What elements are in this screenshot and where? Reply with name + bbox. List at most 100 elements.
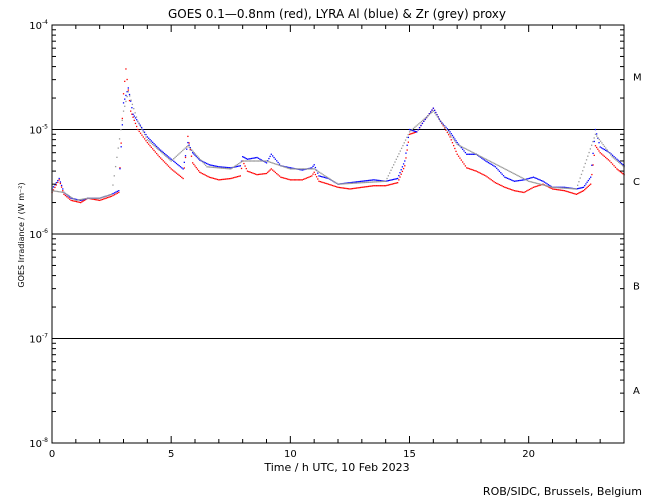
data-point	[473, 152, 476, 154]
data-point	[274, 158, 277, 160]
data-point	[259, 173, 261, 175]
data-point	[464, 151, 467, 154]
data-point	[603, 145, 606, 148]
data-point	[203, 173, 205, 176]
data-point	[133, 115, 135, 117]
data-point	[563, 187, 566, 189]
data-point	[584, 162, 586, 165]
data-point	[154, 151, 156, 153]
data-point	[321, 176, 323, 178]
data-point	[493, 181, 495, 183]
data-point	[296, 168, 298, 170]
data-point	[562, 186, 564, 188]
data-point	[439, 120, 442, 122]
data-point	[67, 195, 69, 197]
data-point	[71, 197, 73, 199]
data-point	[99, 197, 101, 199]
data-point	[207, 166, 209, 168]
data-point	[374, 179, 376, 181]
data-point	[506, 177, 509, 180]
data-point	[127, 91, 129, 93]
data-point	[285, 166, 288, 169]
data-point	[100, 199, 102, 201]
data-point	[295, 168, 297, 170]
data-point	[351, 182, 354, 184]
data-point	[412, 127, 415, 130]
data-point	[563, 190, 566, 192]
data-point	[244, 157, 246, 159]
data-point	[157, 148, 159, 150]
data-point	[546, 183, 548, 185]
data-point	[357, 181, 359, 183]
data-point	[130, 100, 132, 102]
data-point	[297, 168, 299, 170]
data-point	[569, 191, 571, 193]
data-point	[265, 160, 268, 162]
data-point	[141, 128, 143, 130]
data-point	[324, 175, 326, 177]
data-point	[455, 141, 457, 144]
data-point	[325, 175, 327, 178]
data-point	[333, 180, 335, 183]
x-ticks: 0 5 10 15 20	[49, 25, 625, 460]
data-point	[579, 177, 581, 179]
data-point	[526, 179, 529, 182]
data-point	[516, 180, 518, 182]
data-point	[180, 150, 183, 153]
data-point	[240, 160, 243, 162]
data-point	[130, 99, 132, 101]
data-point	[477, 154, 480, 156]
data-point	[504, 176, 506, 178]
data-point	[57, 181, 59, 184]
data-point	[134, 122, 137, 125]
data-point	[561, 187, 563, 189]
data-point	[460, 159, 462, 161]
data-point	[109, 196, 111, 198]
data-point	[582, 170, 584, 172]
data-point	[537, 182, 539, 185]
data-point	[255, 157, 257, 159]
x-tick-label: 5	[168, 449, 174, 460]
data-point	[214, 166, 216, 169]
data-point	[174, 171, 176, 173]
data-point	[395, 158, 397, 160]
data-point	[110, 193, 113, 195]
data-point	[451, 136, 453, 138]
data-point	[75, 199, 77, 202]
data-point	[451, 134, 454, 137]
data-point	[517, 180, 520, 182]
data-point	[467, 149, 469, 151]
data-point	[344, 183, 346, 185]
data-point	[581, 186, 583, 189]
data-point	[446, 131, 448, 134]
data-point	[505, 177, 507, 179]
data-point	[300, 179, 302, 181]
data-point	[354, 181, 356, 183]
data-point	[292, 168, 294, 170]
data-point	[78, 201, 80, 203]
data-point	[481, 156, 484, 159]
data-point	[127, 89, 129, 91]
data-point	[509, 178, 511, 181]
data-point	[496, 164, 498, 166]
data-point	[594, 128, 597, 131]
data-point	[165, 155, 167, 157]
data-point	[541, 180, 543, 182]
data-point	[272, 162, 274, 164]
data-point	[398, 174, 400, 177]
data-point	[260, 160, 262, 162]
data-point	[586, 181, 588, 183]
data-point	[401, 166, 404, 168]
data-point	[289, 167, 292, 169]
data-point	[214, 178, 216, 180]
data-point	[383, 185, 386, 187]
data-point	[132, 116, 134, 118]
data-point	[207, 175, 209, 178]
data-point	[291, 167, 293, 169]
data-point	[141, 134, 143, 136]
data-point	[253, 160, 256, 162]
data-point	[618, 160, 620, 163]
data-point	[119, 168, 121, 170]
data-point	[574, 193, 576, 195]
data-point	[224, 166, 227, 169]
